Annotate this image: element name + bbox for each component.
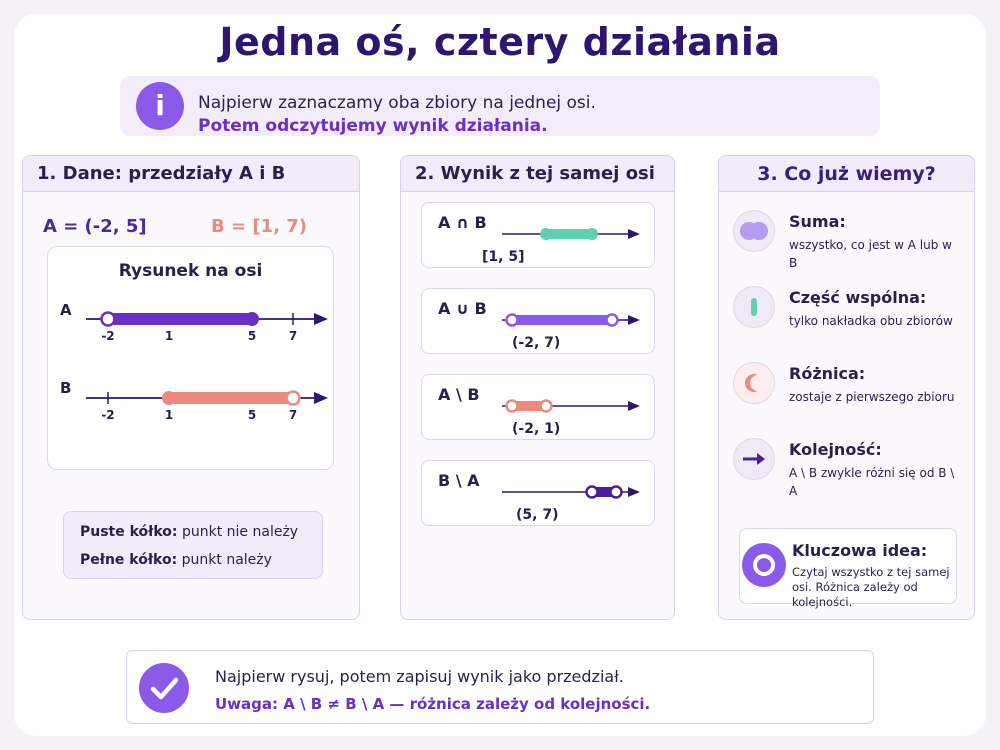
legend-empty-text: punkt nie należy [177, 524, 299, 540]
results-panel: 2. Wynik z tej samej osi A ∩ B [1, 5] A … [400, 155, 675, 620]
endpoint-legend: Puste kółko: punkt nie należy Pełne kółk… [63, 511, 323, 579]
result-a-minus-b: A \ B (-2, 1) [421, 374, 655, 440]
axis-b-tick-label: 7 [289, 408, 297, 422]
axis-a-tick-label: 1 [165, 329, 173, 343]
axis-a-label: A [60, 301, 72, 319]
op-label: A ∩ B [438, 213, 487, 232]
legend-full-circle: Pełne kółko: punkt należy [80, 552, 272, 568]
info-line-2: Potem odczytujemy wynik działania. [198, 116, 548, 136]
footer-line-1: Najpierw rysuj, potem zapisuj wynik jako… [215, 667, 624, 686]
axis-b-arrow-icon [314, 392, 328, 404]
axis-drawing: A -2 1 5 7 B -2 1 5 7 [60, 301, 328, 422]
legend-full-label: Pełne kółko: [80, 552, 178, 568]
fact-desc: zostaje z pierwszego zbioru [789, 390, 955, 404]
info-icon: i [136, 82, 184, 130]
key-desc: Czytaj wszystko z tej samej osi. Różnica… [792, 565, 950, 609]
result-axis [502, 399, 640, 413]
axis-a-arrow-icon [314, 313, 328, 325]
result-axis [502, 313, 640, 327]
fact-intersection: Część wspólna: tylko nakładka obu zbioró… [731, 286, 961, 356]
axis-a-tick-label: 7 [289, 329, 297, 343]
interval-a-closed-endpoint [245, 312, 259, 326]
op-result: [1, 5] [482, 249, 525, 265]
fact-title: Kolejność: [789, 440, 882, 459]
closed-endpoint [540, 228, 552, 240]
summary-panel: 3. Co już wiemy? Suma: wszystko, co jest… [718, 155, 975, 620]
fact-difference: Różnica: zostaje z pierwszego zbioru [731, 362, 961, 432]
open-endpoint [505, 399, 519, 413]
legend-full-text: punkt należy [177, 552, 272, 568]
interval-b-closed-endpoint [162, 391, 176, 405]
page-title: Jedna oś, cztery działania [219, 20, 781, 64]
fact-title: Część wspólna: [789, 288, 927, 307]
axis-b-tick-label: 5 [248, 408, 256, 422]
axis-drawing-box: Rysunek na osi A -2 1 5 7 B -2 1 [47, 246, 334, 470]
op-label: B \ A [438, 471, 480, 490]
op-result: (5, 7) [516, 507, 559, 523]
union-icon [733, 210, 775, 252]
fact-union: Suma: wszystko, co jest w A lub w B [731, 210, 961, 280]
arrow-right-icon [733, 438, 775, 480]
result-intersection: A ∩ B [1, 5] [421, 202, 655, 268]
footer-note: Najpierw rysuj, potem zapisuj wynik jako… [126, 650, 874, 724]
axis-arrow-icon [628, 487, 640, 497]
panel-1-heading: 1. Dane: przedziały A i B [23, 156, 359, 192]
result-axis [502, 228, 640, 240]
axis-a-tick-label: 5 [248, 329, 256, 343]
open-endpoint [605, 313, 619, 327]
fact-title: Suma: [789, 212, 846, 231]
axis-arrow-icon [628, 401, 640, 411]
fact-order: Kolejność: A \ B zwykle różni się od B \… [731, 438, 961, 508]
info-banner: i Najpierw zaznaczamy oba zbiory na jedn… [120, 76, 880, 136]
axis-b-tick-label: 1 [165, 408, 173, 422]
interval-b-open-endpoint [285, 390, 301, 406]
panel-3-heading: 3. Co już wiemy? [719, 156, 974, 192]
key-idea-card: Kluczowa idea: Czytaj wszystko z tej sam… [739, 528, 957, 609]
legend-empty-circle: Puste kółko: punkt nie należy [80, 524, 298, 540]
set-b-definition: B = [1, 7) [211, 216, 307, 237]
op-result: (-2, 1) [512, 421, 561, 437]
result-axis [502, 485, 640, 499]
drawing-title: Rysunek na osi [118, 261, 263, 281]
closed-endpoint [586, 228, 598, 240]
open-endpoint [505, 313, 519, 327]
axis-a-tick-label: -2 [101, 329, 114, 343]
open-endpoint [585, 485, 599, 499]
axis-arrow-icon [628, 315, 640, 325]
legend-empty-label: Puste kółko: [80, 524, 178, 540]
difference-icon [733, 362, 775, 404]
op-label: A \ B [438, 385, 480, 404]
intersection-icon [733, 286, 775, 328]
checkmark-icon [139, 663, 189, 713]
fact-desc: wszystko, co jest w A lub w B [789, 238, 952, 270]
target-icon [742, 543, 786, 587]
fact-title: Różnica: [789, 364, 866, 383]
interval-a-open-endpoint [100, 311, 116, 327]
axis-arrow-icon [628, 229, 640, 239]
result-union: A ∪ B (-2, 7) [421, 288, 655, 354]
panel-2-heading: 2. Wynik z tej samej osi [401, 156, 674, 192]
footer-line-2: Uwaga: A \ B ≠ B \ A — różnica zależy od… [215, 695, 651, 713]
info-line-1: Najpierw zaznaczamy oba zbiory na jednej… [198, 93, 596, 113]
open-endpoint [609, 485, 623, 499]
open-endpoint [539, 399, 553, 413]
key-title: Kluczowa idea: [792, 541, 928, 560]
op-result: (-2, 7) [512, 335, 561, 351]
axis-b-label: B [60, 379, 71, 397]
fact-desc: tylko nakładka obu zbiorów [789, 314, 953, 328]
result-b-minus-a: B \ A (5, 7) [421, 460, 655, 526]
op-label: A ∪ B [438, 299, 487, 318]
fact-desc: A \ B zwykle różni się od B \ A [789, 466, 955, 498]
given-intervals-panel: 1. Dane: przedziały A i B A = (-2, 5] B … [22, 155, 360, 620]
set-a-definition: A = (-2, 5] [43, 216, 147, 237]
axis-b-tick-label: -2 [101, 408, 114, 422]
